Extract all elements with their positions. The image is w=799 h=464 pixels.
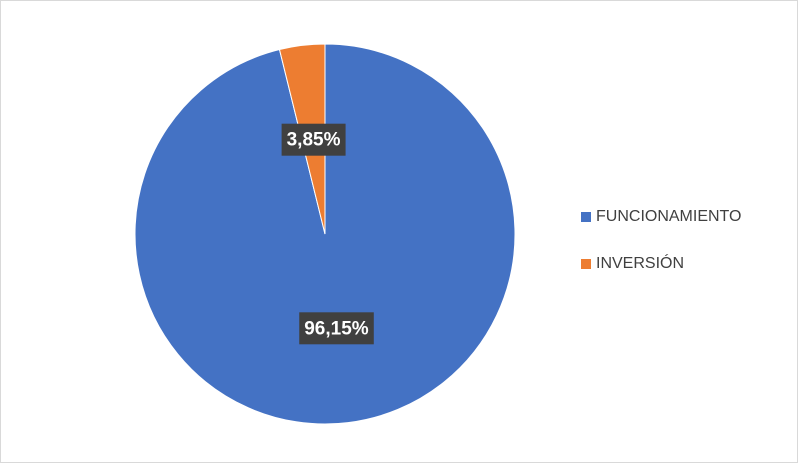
data-label-box [299,312,374,345]
legend-swatch [581,212,591,222]
legend-label: FUNCIONAMIENTO [596,208,741,225]
data-label-box [281,123,346,156]
data-label: 3,85% [287,130,341,151]
data-label: 96,15% [304,318,369,339]
legend-label: INVERSIÓN [596,253,684,272]
legend-swatch [581,259,591,269]
